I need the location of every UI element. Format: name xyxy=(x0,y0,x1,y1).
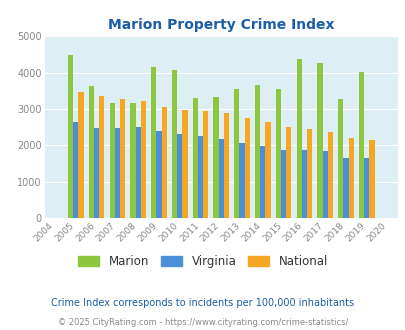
Bar xyxy=(358,72,363,218)
Bar xyxy=(197,136,202,218)
Bar xyxy=(78,92,83,218)
Bar xyxy=(286,127,291,218)
Bar xyxy=(115,128,120,218)
Bar xyxy=(296,59,301,218)
Bar xyxy=(151,67,156,218)
Bar xyxy=(182,110,187,218)
Bar xyxy=(161,107,166,218)
Bar xyxy=(322,151,327,218)
Bar xyxy=(202,111,208,218)
Bar xyxy=(343,157,347,218)
Bar xyxy=(363,158,369,218)
Bar xyxy=(99,96,104,218)
Bar xyxy=(327,132,332,218)
Bar xyxy=(109,104,115,218)
Bar xyxy=(171,70,177,218)
Bar xyxy=(280,149,286,218)
Bar xyxy=(239,143,244,218)
Bar xyxy=(306,128,311,218)
Bar xyxy=(68,55,73,218)
Bar xyxy=(213,97,218,218)
Bar xyxy=(223,113,228,218)
Bar xyxy=(347,138,353,218)
Text: © 2025 CityRating.com - https://www.cityrating.com/crime-statistics/: © 2025 CityRating.com - https://www.city… xyxy=(58,318,347,327)
Bar xyxy=(130,104,135,218)
Bar xyxy=(94,128,99,218)
Bar xyxy=(120,99,125,218)
Bar xyxy=(244,118,249,218)
Bar xyxy=(275,88,280,218)
Bar xyxy=(234,88,239,218)
Bar xyxy=(177,134,182,218)
Bar xyxy=(135,127,141,218)
Bar xyxy=(141,101,145,218)
Bar xyxy=(73,122,78,218)
Bar xyxy=(218,139,223,218)
Title: Marion Property Crime Index: Marion Property Crime Index xyxy=(108,18,334,32)
Bar xyxy=(337,99,343,218)
Bar xyxy=(265,122,270,218)
Bar xyxy=(254,85,260,218)
Bar xyxy=(317,63,322,218)
Bar xyxy=(192,98,197,218)
Bar xyxy=(260,146,265,218)
Text: Crime Index corresponds to incidents per 100,000 inhabitants: Crime Index corresponds to incidents per… xyxy=(51,298,354,308)
Bar xyxy=(89,86,94,218)
Legend: Marion, Virginia, National: Marion, Virginia, National xyxy=(73,250,332,273)
Bar xyxy=(301,149,306,218)
Bar xyxy=(156,131,161,218)
Bar xyxy=(369,140,373,218)
